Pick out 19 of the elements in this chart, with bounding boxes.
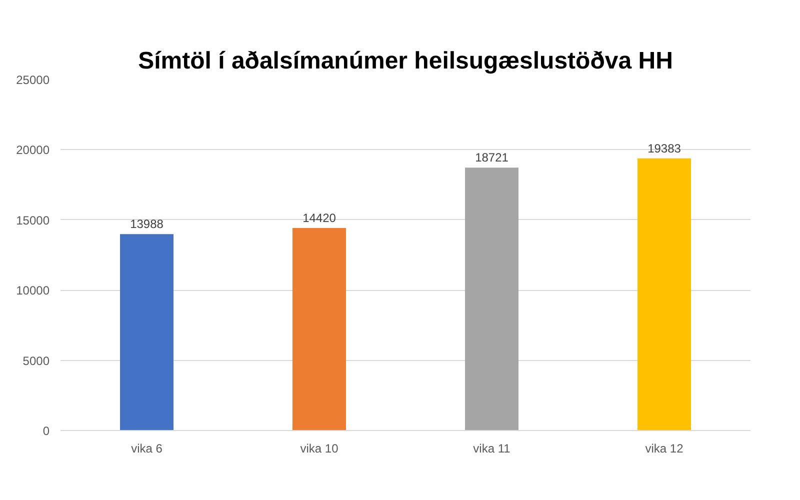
y-tick-label: 25000 <box>16 73 50 87</box>
data-label: 13988 <box>130 217 164 232</box>
y-tick-label: 10000 <box>16 284 50 298</box>
y-tick-label: 5000 <box>22 354 50 368</box>
bar <box>120 234 174 430</box>
x-tick-label: vika 11 <box>473 442 511 456</box>
data-label: 14420 <box>302 211 336 226</box>
bar <box>292 228 346 430</box>
y-tick-label: 20000 <box>16 143 50 158</box>
data-label: 19383 <box>648 141 682 156</box>
bar <box>465 168 518 430</box>
y-tick-label: 15000 <box>16 213 50 228</box>
x-tick-label: vika 6 <box>131 442 163 456</box>
chart-title: Símtöl í aðalsímanúmer heilsugæslustöðva HH <box>138 48 673 74</box>
x-tick-label: vika 10 <box>300 442 339 456</box>
x-tick-label: vika 12 <box>645 442 684 456</box>
data-label: 18721 <box>475 150 509 165</box>
bar <box>638 158 691 430</box>
y-tick-label: 0 <box>42 424 50 438</box>
